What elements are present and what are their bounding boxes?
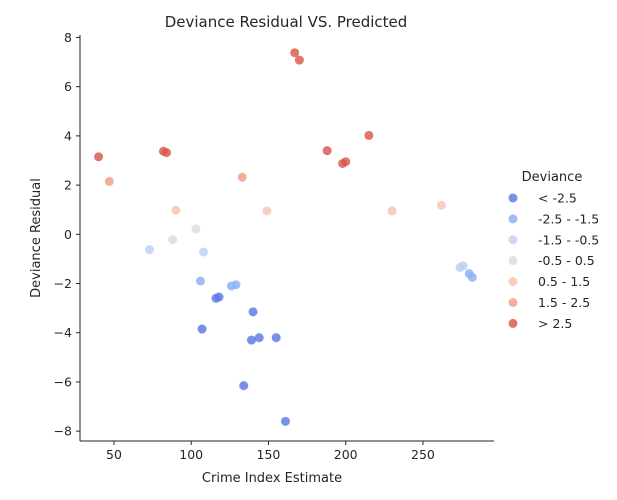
scatter-point bbox=[199, 247, 209, 257]
y-tick-label: −6 bbox=[54, 374, 72, 389]
legend-marker bbox=[508, 298, 518, 307]
scatter-point bbox=[145, 245, 155, 255]
scatter-point bbox=[341, 157, 351, 167]
legend-label: -1.5 - -0.5 bbox=[538, 232, 599, 247]
legend-label: 0.5 - 1.5 bbox=[538, 274, 590, 289]
legend-marker bbox=[508, 318, 518, 328]
scatter-point bbox=[280, 416, 290, 426]
legend-label: 1.5 - 2.5 bbox=[538, 295, 590, 310]
scatter-point bbox=[458, 261, 468, 271]
scatter-point bbox=[387, 206, 397, 216]
x-tick-label: 200 bbox=[334, 447, 358, 462]
y-tick-label: 8 bbox=[64, 30, 72, 45]
scatter-point bbox=[294, 55, 304, 65]
chart-title: Deviance Residual VS. Predicted bbox=[165, 13, 408, 31]
x-tick-label: 250 bbox=[411, 447, 435, 462]
y-tick-label: 4 bbox=[64, 128, 72, 143]
scatter-point bbox=[290, 48, 300, 58]
y-tick-label: 6 bbox=[64, 79, 72, 94]
legend-marker bbox=[508, 277, 518, 287]
scatter-point bbox=[271, 333, 281, 343]
scatter-point bbox=[94, 152, 104, 162]
scatter-point bbox=[237, 172, 247, 182]
scatter-point bbox=[262, 206, 272, 216]
legend-marker bbox=[508, 235, 518, 245]
scatter-point bbox=[364, 130, 374, 140]
scatter-point bbox=[168, 235, 178, 245]
x-tick-label: 150 bbox=[257, 447, 281, 462]
scatter-point bbox=[231, 280, 241, 290]
plot-axes: 50 100 150 200 250 −8 −6 −4 −2 0 2 4 6 8 bbox=[54, 30, 494, 462]
scatter-point bbox=[104, 176, 114, 186]
data-points bbox=[94, 48, 477, 426]
scatter-point bbox=[195, 276, 205, 286]
scatter-point bbox=[436, 200, 446, 210]
legend: Deviance < -2.5 -2.5 - -1.5 -1.5 - -0.5 -0.5… bbox=[508, 170, 599, 331]
scatter-point bbox=[467, 272, 477, 282]
scatter-point bbox=[246, 335, 256, 345]
legend-label: < -2.5 bbox=[538, 191, 577, 206]
legend-marker bbox=[508, 214, 518, 224]
scatter-point bbox=[214, 292, 224, 302]
x-axis-title: Crime Index Estimate bbox=[202, 471, 342, 486]
scatter-point bbox=[162, 148, 172, 158]
legend-label: -0.5 - 0.5 bbox=[538, 253, 595, 268]
y-tick-label: −2 bbox=[54, 276, 72, 291]
scatter-point bbox=[197, 324, 207, 334]
x-tick-label: 50 bbox=[106, 447, 122, 462]
y-tick-label: 2 bbox=[64, 178, 72, 193]
y-tick-label: 0 bbox=[64, 227, 72, 242]
y-axis-title: Deviance Residual bbox=[29, 178, 44, 298]
scatter-point bbox=[248, 307, 258, 317]
legend-label: > 2.5 bbox=[538, 316, 572, 331]
scatter-point bbox=[171, 205, 181, 215]
scatter-point bbox=[239, 381, 249, 391]
legend-marker bbox=[508, 256, 518, 266]
y-tick-label: −8 bbox=[54, 424, 72, 439]
x-tick-label: 100 bbox=[179, 447, 203, 462]
y-tick-label: −4 bbox=[54, 325, 72, 340]
scatter-point bbox=[191, 224, 201, 234]
scatter-point bbox=[322, 146, 332, 156]
scatter-point bbox=[254, 333, 264, 343]
legend-label: -2.5 - -1.5 bbox=[538, 211, 599, 226]
legend-title: Deviance bbox=[522, 170, 583, 185]
legend-marker bbox=[508, 193, 518, 203]
